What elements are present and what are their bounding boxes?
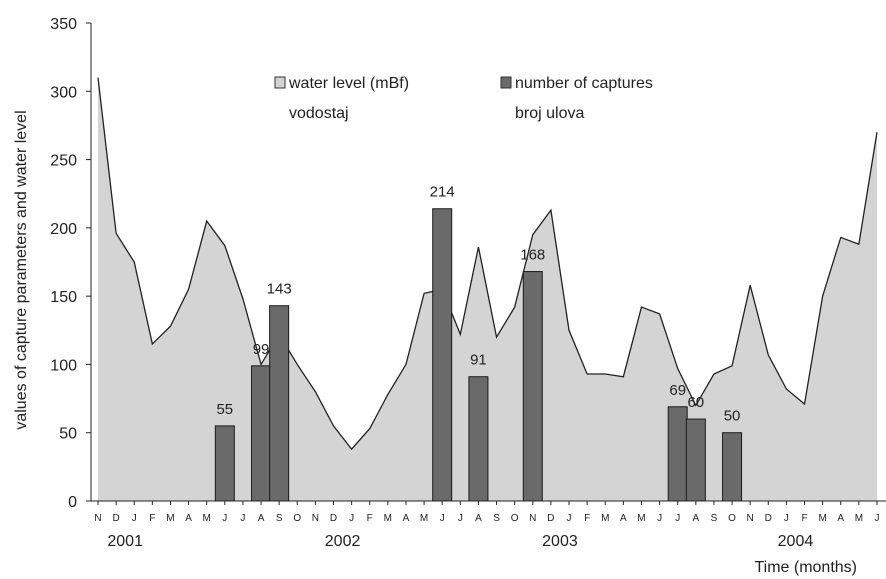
x-month-label-17: A — [403, 513, 410, 524]
y-tick-label-1: 50 — [59, 426, 77, 443]
y-tick-label-2: 100 — [50, 357, 77, 374]
capture-bar-1 — [251, 365, 272, 502]
x-month-label-28: M — [601, 513, 609, 524]
x-month-label-1: D — [112, 513, 119, 524]
capture-bar-label-2: 143 — [267, 281, 292, 298]
x-month-label-11: O — [293, 513, 301, 524]
x-month-label-33: A — [692, 513, 699, 524]
x-month-label-24: N — [529, 513, 536, 524]
capture-bar-7 — [685, 418, 706, 502]
x-month-label-29: A — [620, 513, 627, 524]
x-month-label-35: O — [728, 513, 736, 524]
y-tick-label-7: 350 — [50, 16, 77, 33]
x-month-label-15: F — [367, 513, 373, 524]
x-month-label-5: A — [185, 513, 192, 524]
capture-bar-label-0: 55 — [216, 401, 233, 418]
x-month-label-42: M — [855, 513, 863, 524]
x-year-label-1: 2002 — [325, 533, 361, 550]
capture-bar-label-3: 214 — [430, 184, 455, 201]
capture-bar-6 — [667, 406, 688, 502]
capture-bar-label-1: 99 — [253, 341, 270, 358]
water-level-line — [97, 77, 878, 451]
legend-sublabel-vodostaj: vodostaj — [289, 105, 349, 122]
x-month-label-13: D — [330, 513, 337, 524]
x-month-label-18: M — [420, 513, 428, 524]
x-month-label-36: N — [747, 513, 754, 524]
x-month-label-20: J — [458, 513, 463, 524]
capture-bar-label-6: 69 — [669, 382, 686, 399]
x-month-label-4: M — [166, 513, 174, 524]
x-month-label-8: J — [240, 513, 245, 524]
x-month-label-7: J — [222, 513, 227, 524]
y-axis-title: values of capture parameters and water l… — [13, 110, 30, 429]
x-month-label-27: F — [584, 513, 590, 524]
capture-bar-label-7: 60 — [687, 394, 704, 411]
capture-bar-label-4: 91 — [470, 352, 487, 369]
x-month-label-0: N — [94, 513, 101, 524]
x-month-label-22: S — [493, 513, 500, 524]
x-month-label-26: J — [567, 513, 572, 524]
y-tick-label-4: 200 — [50, 221, 77, 238]
x-month-label-34: S — [711, 513, 718, 524]
x-month-label-21: A — [475, 513, 482, 524]
y-tick-label-6: 300 — [50, 84, 77, 101]
water-level-area — [98, 77, 877, 501]
y-tick-label-0: 0 — [68, 494, 77, 511]
capture-bar-8 — [722, 432, 743, 502]
x-month-label-41: A — [837, 513, 844, 524]
x-month-label-16: M — [384, 513, 392, 524]
x-month-label-25: D — [547, 513, 554, 524]
x-month-label-2: J — [132, 513, 137, 524]
legend-label-captures: number of captures — [515, 75, 653, 92]
x-year-label-3: 2004 — [778, 533, 814, 550]
capture-bar-5 — [522, 271, 543, 502]
x-month-label-30: M — [637, 513, 645, 524]
capture-bar-2 — [269, 305, 290, 502]
legend-sublabel-broj-ulova: broj ulova — [515, 105, 584, 122]
legend-swatch-captures — [500, 76, 512, 89]
x-month-label-9: A — [258, 513, 265, 524]
x-year-label-2: 2003 — [542, 533, 578, 550]
x-month-label-43: J — [874, 513, 879, 524]
x-month-label-19: J — [440, 513, 445, 524]
y-tick-label-5: 250 — [50, 153, 77, 170]
legend: water level (mBf) vodostaj number of cap… — [274, 75, 653, 122]
x-month-label-3: F — [149, 513, 155, 524]
x-month-label-39: F — [801, 513, 807, 524]
capture-bar-label-8: 50 — [724, 408, 741, 425]
area-layer — [97, 77, 878, 501]
x-month-label-23: O — [511, 513, 519, 524]
x-month-label-37: D — [765, 513, 772, 524]
legend-label-water-level: water level (mBf) — [288, 75, 409, 92]
x-month-label-31: J — [657, 513, 662, 524]
x-month-label-6: M — [203, 513, 211, 524]
capture-bar-label-5: 168 — [520, 247, 545, 264]
capture-bar-0 — [214, 425, 235, 502]
x-month-label-12: N — [312, 513, 319, 524]
x-axis-title: Time (months) — [754, 559, 857, 576]
x-month-label-40: M — [818, 513, 826, 524]
x-month-label-10: S — [276, 513, 283, 524]
y-tick-label-3: 150 — [50, 289, 77, 306]
capture-bar-3 — [432, 208, 453, 502]
x-month-label-38: J — [784, 513, 789, 524]
x-month-label-32: J — [675, 513, 680, 524]
x-year-label-0: 2001 — [107, 533, 143, 550]
bar-layer — [214, 208, 743, 502]
x-month-label-14: J — [349, 513, 354, 524]
capture-bar-4 — [468, 376, 489, 502]
legend-swatch-water-level — [274, 76, 286, 89]
